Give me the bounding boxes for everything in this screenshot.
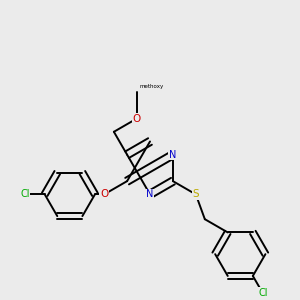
Text: O: O — [133, 114, 141, 124]
Text: N: N — [169, 150, 177, 160]
Text: Cl: Cl — [258, 288, 268, 298]
Text: S: S — [193, 189, 199, 200]
Text: N: N — [146, 189, 154, 200]
Text: Cl: Cl — [20, 189, 30, 200]
Text: O: O — [100, 189, 108, 200]
Text: methoxy: methoxy — [140, 84, 164, 89]
